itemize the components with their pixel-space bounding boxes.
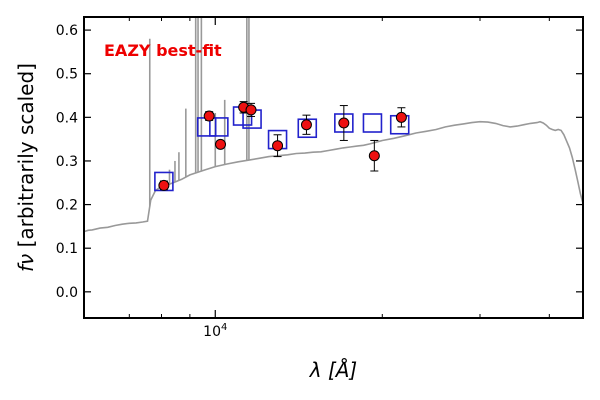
model-flux-box [209, 117, 229, 137]
x-axis-label: λ [Å] [309, 358, 357, 382]
y-tick-label: 0.1 [56, 241, 78, 257]
model-flux-box [297, 118, 318, 139]
model-flux-box [362, 113, 383, 133]
observed-flux-point [245, 104, 257, 116]
y-tick-label: 0.6 [56, 23, 78, 39]
observed-flux-point [215, 138, 227, 150]
y-tick-label: 0.5 [56, 67, 78, 83]
x-tick-label: 104 [203, 322, 227, 340]
observed-flux-point [300, 119, 312, 131]
y-axis-label: fν [arbitrarily scaled] [14, 63, 38, 272]
observed-flux-point [368, 150, 380, 162]
y-tick-label: 0.3 [56, 154, 78, 170]
plot-frame [83, 16, 584, 319]
y-tick-label: 0.2 [56, 198, 78, 214]
y-tick-label: 0.0 [56, 285, 78, 301]
template-spectrum-line [83, 120, 584, 233]
y-tick-label: 0.4 [56, 110, 78, 126]
tick-layer: 0.0 0.1 0.2 0.3 0.4 0.5 0.6 104 [56, 17, 583, 340]
template-layer [83, 17, 584, 233]
observed-flux-point [158, 179, 170, 191]
observed-flux-point [395, 111, 407, 123]
chart-annotation: EAZY best-fit [104, 41, 222, 60]
y-axis-label-symbol: fν [14, 254, 38, 272]
observed-flux-point [272, 140, 284, 152]
observed-flux-point [203, 110, 215, 122]
observed-flux-point [338, 117, 350, 129]
observed-point-layer [158, 101, 407, 191]
y-axis-label-text: [arbitrarily scaled] [14, 63, 38, 254]
